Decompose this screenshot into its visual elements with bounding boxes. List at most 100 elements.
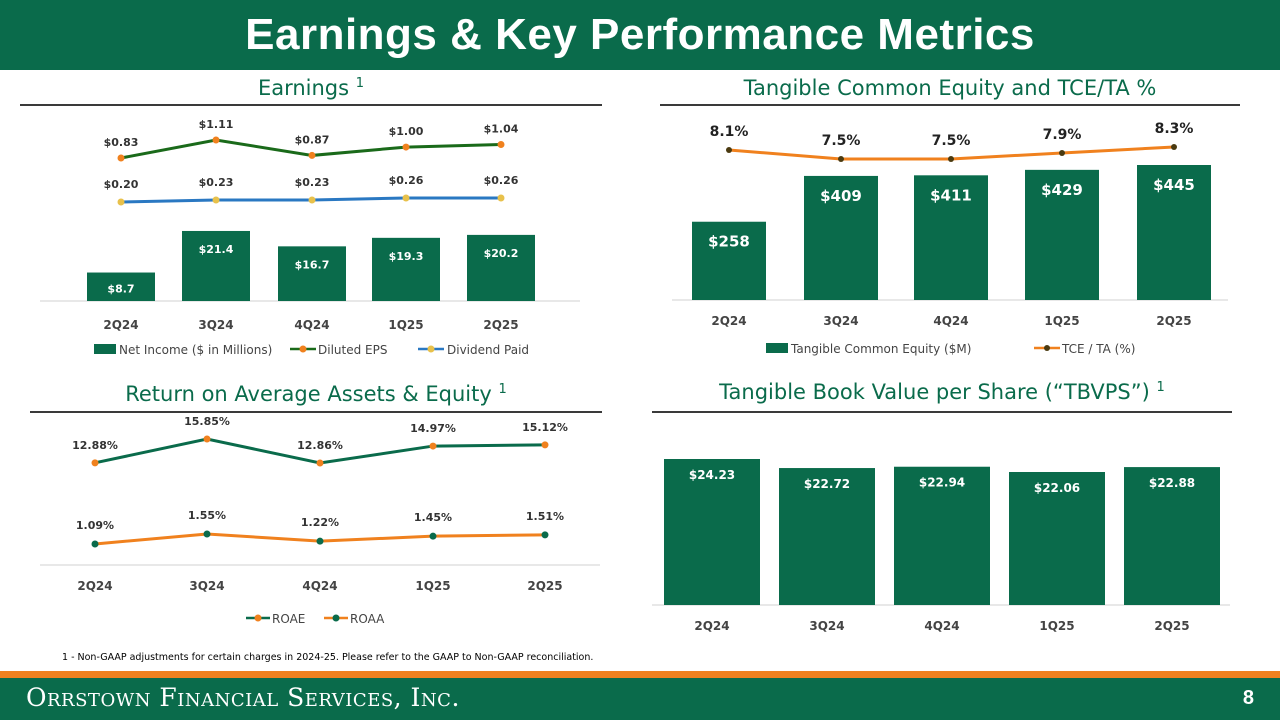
tce-ratio-label-3: 7.9%	[1043, 127, 1082, 143]
returns-legend-marker-0	[254, 614, 262, 622]
earnings-bar-label-0: $8.7	[107, 283, 134, 296]
returns-title: Return on Average Assets & Equity 1	[30, 382, 602, 406]
tbvps-bar-4	[1124, 467, 1220, 605]
eps-marker-4	[497, 141, 505, 148]
earnings-title: Earnings 1	[20, 76, 602, 100]
returns-tick-2: 4Q24	[302, 579, 337, 593]
eps-label-2: $0.87	[295, 133, 330, 146]
tce-ratio-marker-2	[948, 156, 954, 162]
returns-title-text: Return on Average Assets & Equity	[125, 382, 492, 406]
tce-bar-label-4: $445	[1153, 176, 1195, 194]
tce-bar-0	[692, 221, 766, 300]
tce-ratio-label-4: 8.3%	[1155, 121, 1194, 137]
roaa-marker-4	[541, 531, 549, 539]
roae-marker-0	[91, 459, 99, 467]
eps-line	[120, 138, 502, 160]
roae-marker-4	[541, 441, 549, 449]
tbvps-tick-3: 1Q25	[1039, 619, 1074, 633]
eps-label-4: $1.04	[484, 123, 519, 136]
tbvps-title: Tangible Book Value per Share (“TBVPS”) …	[652, 380, 1232, 404]
earnings-bar-3	[372, 237, 440, 301]
earnings-tick-0: 2Q24	[103, 318, 138, 332]
earnings-tick-2: 4Q24	[294, 318, 329, 332]
tce-bar-label-0: $258	[708, 233, 750, 251]
earnings-bar-2	[278, 246, 346, 301]
tbvps-bar-3	[1009, 472, 1105, 605]
tce-title-rule	[660, 104, 1240, 106]
tce-ratio-line	[728, 145, 1175, 161]
tbvps-bar-0	[664, 459, 760, 605]
roaa-marker-0	[91, 540, 99, 548]
tbvps-title-rule	[652, 411, 1232, 413]
dividend-marker-2	[308, 196, 316, 204]
tbvps-title-text: Tangible Book Value per Share (“TBVPS”)	[719, 380, 1150, 404]
tbvps-tick-2: 4Q24	[924, 619, 959, 633]
eps-label-3: $1.00	[389, 125, 424, 138]
roae-label-3: 14.97%	[410, 422, 456, 435]
earnings-tick-3: 1Q25	[388, 318, 423, 332]
earnings-bar-4	[467, 234, 535, 301]
tbvps-bar-label-0: $24.23	[689, 468, 735, 482]
tce-bar-1	[804, 175, 878, 300]
tce-tick-0: 2Q24	[711, 314, 746, 328]
dividend-label-1: $0.23	[199, 176, 234, 189]
footer-stripe	[0, 671, 1280, 678]
tbvps-bar-2	[894, 466, 990, 605]
footnote: 1 - Non-GAAP adjustments for certain cha…	[62, 652, 594, 663]
earnings-tick-4: 2Q25	[483, 318, 518, 332]
eps-label-1: $1.11	[199, 118, 234, 131]
tbvps-tick-1: 3Q24	[809, 619, 844, 633]
returns-legend-label-1: ROAA	[350, 612, 385, 626]
tce-bar-4	[1137, 165, 1211, 300]
roaa-marker-3	[429, 532, 437, 540]
tce-tick-1: 3Q24	[823, 314, 858, 328]
roae-marker-1	[203, 435, 211, 443]
roae-marker-3	[429, 442, 437, 450]
tce-ratio-marker-3	[1059, 150, 1065, 156]
earnings-legend-label-0: Net Income ($ in Millions)	[119, 343, 272, 357]
tce-title: Tangible Common Equity and TCE/TA %	[660, 76, 1240, 100]
tce-legend-swatch-0	[766, 343, 788, 353]
earnings-legend-label-1: Diluted EPS	[318, 343, 387, 357]
tce-legend-marker-1	[1044, 345, 1050, 351]
tce-ratio-label-1: 7.5%	[822, 133, 861, 149]
eps-marker-0	[117, 154, 125, 162]
dividend-label-2: $0.23	[295, 176, 330, 189]
company-logo: Orrstown Financial Services, Inc.	[26, 683, 460, 712]
tce-legend-label-0: Tangible Common Equity ($M)	[790, 342, 971, 356]
earnings-legend-swatch-0	[94, 344, 116, 354]
tce-bar-label-1: $409	[820, 187, 862, 205]
tce-ratio-label-2: 7.5%	[932, 133, 971, 149]
earnings-bar-label-1: $21.4	[199, 243, 234, 256]
page-number: 8	[1242, 687, 1254, 709]
returns-title-rule	[30, 411, 602, 413]
returns-tick-1: 3Q24	[189, 579, 224, 593]
earnings-title-text: Earnings	[257, 76, 350, 100]
earnings-bar-label-3: $19.3	[389, 250, 424, 263]
earnings-legend-marker-2	[427, 345, 435, 353]
dividend-label-3: $0.26	[389, 174, 424, 187]
roae-label-4: 15.12%	[522, 421, 568, 434]
returns-legend-label-0: ROAE	[272, 612, 305, 626]
tce-title-text: Tangible Common Equity and TCE/TA %	[743, 76, 1157, 100]
earnings-bar-label-2: $16.7	[295, 258, 330, 271]
eps-marker-1	[212, 136, 220, 144]
eps-label-0: $0.83	[104, 136, 139, 149]
roaa-label-2: 1.22%	[301, 516, 339, 529]
returns-tick-0: 2Q24	[77, 579, 112, 593]
eps-marker-3	[402, 143, 410, 151]
roae-label-0: 12.88%	[72, 439, 118, 452]
tce-bar-3	[1025, 169, 1099, 300]
roae-label-1: 15.85%	[184, 415, 230, 428]
dividend-marker-0	[117, 198, 125, 206]
tce-tick-2: 4Q24	[933, 314, 968, 328]
earnings-legend-marker-1	[299, 345, 307, 353]
tce-ratio-marker-1	[838, 156, 844, 162]
earnings-title-sup: 1	[355, 76, 365, 91]
earnings-bar-label-4: $20.2	[484, 247, 519, 260]
roaa-marker-2	[316, 537, 324, 545]
returns-tick-3: 1Q25	[415, 579, 450, 593]
tce-ratio-label-0: 8.1%	[710, 124, 749, 140]
roae-label-2: 12.86%	[297, 439, 343, 452]
dividend-line	[120, 196, 501, 204]
